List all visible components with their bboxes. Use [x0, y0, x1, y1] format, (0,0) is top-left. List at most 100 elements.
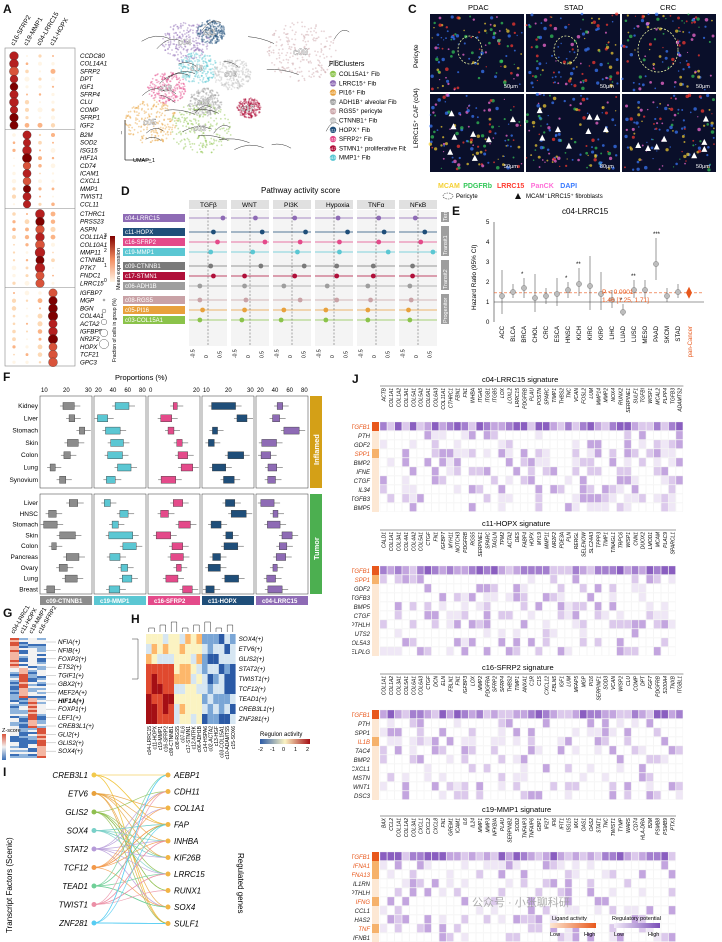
- panel-b-cell: [131, 107, 134, 109]
- panel-b-cell: [221, 33, 224, 36]
- panel-j-cell: [668, 502, 676, 512]
- panel-c-pixel: [492, 35, 496, 40]
- panel-j-cell: [461, 502, 469, 512]
- panel-h-cell: [213, 704, 219, 714]
- panel-g-cell: [37, 652, 46, 654]
- panel-b-cell: [301, 58, 304, 61]
- panel-c-pixel: [652, 62, 656, 66]
- panel-b-cell: [248, 98, 251, 100]
- panel-h-scale-tick: 0: [282, 747, 285, 753]
- panel-c-pixel: [442, 157, 445, 160]
- panel-b-cell: [314, 67, 317, 70]
- panel-h-gene: GLIS2(+): [239, 656, 265, 663]
- panel-g-cell: [19, 656, 28, 658]
- panel-d-point: [430, 249, 436, 255]
- panel-c-pixel: [697, 127, 701, 132]
- panel-c-pixel: [697, 54, 700, 57]
- panel-c-stain-label: PDGFRb: [463, 183, 492, 190]
- panel-b-cell: [146, 116, 149, 119]
- panel-j-cell: [387, 574, 395, 584]
- panel-b-cell: [291, 29, 294, 32]
- panel-c-pixel: [678, 44, 681, 47]
- panel-j-cell: [387, 565, 395, 575]
- panel-h-cell: [213, 694, 219, 704]
- panel-j-receptor: POSTN: [537, 388, 543, 406]
- panel-b-cell: [137, 114, 140, 117]
- panel-f-box: [63, 451, 71, 459]
- panel-b-cell: [188, 140, 191, 143]
- panel-b-cell: [231, 60, 234, 63]
- panel-b-cell: [221, 31, 224, 34]
- panel-b-cell: [194, 75, 197, 78]
- panel-b-cell: [170, 95, 173, 98]
- panel-b-cell: [176, 57, 179, 60]
- panel-b-cell: [182, 87, 185, 90]
- panel-b-cell: [245, 74, 248, 77]
- panel-a-dot: [37, 298, 43, 304]
- panel-j-cell: [550, 583, 558, 593]
- panel-b-cell: [182, 58, 185, 61]
- panel-b-cell: [161, 73, 164, 75]
- panel-b-cell: [247, 104, 249, 107]
- panel-j-cell: [416, 592, 425, 602]
- panel-b-cell: [211, 30, 214, 33]
- panel-c-pixel: [557, 156, 561, 161]
- panel-b-cell: [286, 51, 289, 54]
- panel-b-cell: [313, 37, 315, 39]
- panel-b-cell: [293, 43, 296, 46]
- panel-b-cell: [275, 57, 278, 60]
- panel-b-cell: [208, 76, 211, 79]
- panel-f-box: [267, 585, 283, 594]
- panel-j-cell: [483, 421, 491, 431]
- panel-b-cell: [220, 140, 223, 143]
- panel-c-pixel: [594, 153, 597, 157]
- panel-c-pixel: [530, 81, 534, 85]
- panel-b-cell: [199, 25, 202, 28]
- panel-b-cell: [220, 34, 223, 37]
- panel-b-cell: [300, 70, 303, 73]
- panel-b-cell: [219, 70, 222, 73]
- panel-b-cell: [207, 78, 210, 81]
- panel-j-receptor: COL6A3: [434, 388, 440, 407]
- panel-b-cell: [143, 118, 146, 121]
- panel-b-cell: [210, 71, 212, 74]
- panel-j-cell: [550, 502, 558, 512]
- panel-c-pixel: [582, 81, 585, 84]
- panel-b-streamline: [271, 143, 292, 149]
- panel-b-cell: [221, 31, 223, 34]
- panel-c-pixel: [607, 150, 609, 153]
- panel-b-cell: [218, 107, 221, 110]
- panel-b-cell: [209, 25, 212, 28]
- panel-d-row-label: c11-HOPX: [125, 230, 153, 236]
- panel-b-cell: [189, 35, 191, 38]
- panel-h-column-label: c11-HOPX: [152, 725, 158, 749]
- panel-b-cell: [180, 82, 183, 85]
- panel-b-cell: [176, 88, 179, 90]
- panel-b-cell: [244, 108, 247, 111]
- panel-c-pixel: [699, 140, 702, 143]
- panel-b-cell: [310, 76, 313, 79]
- panel-b-cell: [140, 108, 143, 111]
- panel-c-scale: 50μm: [504, 164, 518, 170]
- panel-b-cell: [287, 37, 289, 40]
- panel-b-cell: [250, 116, 253, 118]
- panel-b-cell: [182, 78, 185, 81]
- panel-b-cell: [246, 108, 248, 111]
- panel-f-box: [272, 564, 278, 572]
- panel-c-pixel: [445, 37, 447, 40]
- panel-b-cell: [237, 80, 240, 83]
- panel-d-point: [324, 283, 330, 289]
- panel-i-tf: ETV6: [68, 790, 89, 799]
- panel-b-cell: [202, 135, 205, 138]
- panel-f-tick: 0: [149, 388, 153, 394]
- panel-c-pixel: [560, 42, 562, 45]
- panel-b-cell: [173, 112, 176, 115]
- panel-j-cell: [557, 565, 565, 575]
- panel-b-cell: [151, 77, 154, 80]
- panel-b-cell: [236, 107, 239, 109]
- panel-j-receptor: VCAN: [574, 388, 580, 402]
- panel-a-dot: [39, 195, 41, 198]
- panel-b-cell: [163, 76, 166, 79]
- panel-c-pixel: [611, 118, 615, 122]
- panel-j-cell: [490, 457, 499, 467]
